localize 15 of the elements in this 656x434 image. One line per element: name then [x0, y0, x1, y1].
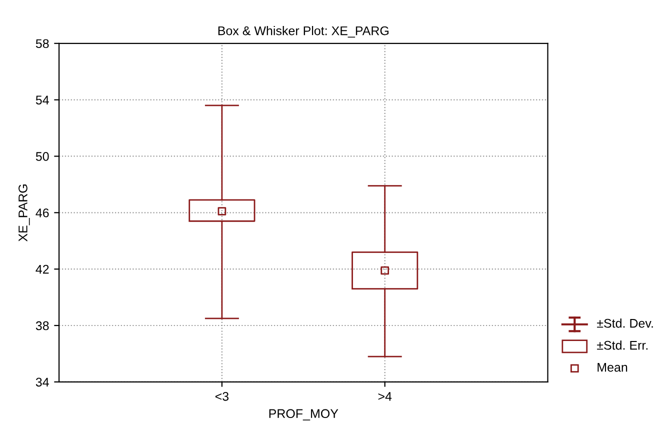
x-tick-label: >4: [378, 392, 392, 401]
text: ±Std. Err.: [597, 340, 648, 350]
y-tick-label: 54: [36, 96, 49, 104]
text: ±Std. Dev.: [597, 318, 653, 328]
text: Mean: [598, 363, 628, 372]
chart-title: Box & Whisker Plot: XE_PARG: [218, 26, 388, 38]
y-tick-label: 42: [36, 264, 49, 274]
y-axis-title: XE_PARG: [18, 184, 30, 242]
y-tick-label: 50: [36, 152, 49, 161]
y-tick-label: 58: [36, 39, 49, 48]
y-tick-label: 38: [36, 321, 49, 330]
x-tick-label: <3: [215, 392, 229, 401]
x-axis-title: PROF_MOY: [269, 409, 338, 420]
y-tick-label: 34: [36, 378, 49, 387]
y-tick-label: 46: [36, 208, 49, 218]
